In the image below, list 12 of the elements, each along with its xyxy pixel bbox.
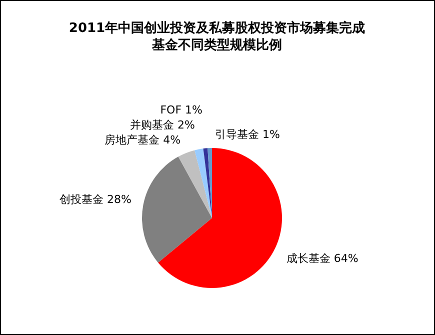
slice-label: 房地产基金 4% [104, 134, 181, 147]
slice-label: FOF 1% [160, 104, 202, 117]
pie-slice [142, 156, 212, 263]
pie-slice [158, 148, 282, 288]
chart-title: 2011年中国创业投资及私募股权投资市场募集完成基金不同类型规模比例 [68, 20, 366, 53]
slice-label: 并购基金 2% [130, 118, 196, 132]
pie-slice [203, 148, 212, 218]
slice-label: 引导基金 1% [215, 128, 280, 142]
pie-slice [194, 148, 212, 218]
slice-label: 成长基金 64% [286, 252, 358, 266]
slice-label: 创投基金 28% [59, 193, 132, 206]
pie-slice [178, 150, 212, 218]
